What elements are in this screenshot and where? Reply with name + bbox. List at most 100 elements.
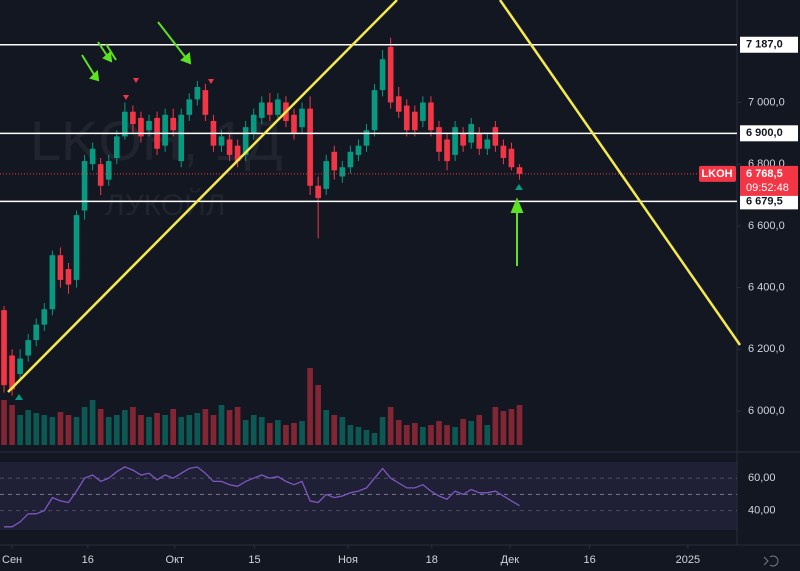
signals: [123, 78, 214, 100]
candle-body: [113, 136, 120, 159]
candle-body: [436, 127, 442, 152]
candle-body: [65, 269, 72, 285]
candle-body: [331, 151, 338, 171]
candle-body: [516, 167, 523, 174]
volume-bar: [138, 415, 144, 445]
volume-bar: [250, 415, 257, 445]
x-tick-label: Окт: [166, 554, 185, 566]
signal: [123, 95, 129, 100]
level-label-box: [740, 193, 798, 210]
volume-bar: [89, 400, 96, 445]
arrow-head: [102, 51, 113, 63]
candle-body: [81, 161, 88, 211]
candle-body: [492, 127, 499, 146]
volume-bar: [468, 421, 475, 445]
candle-body: [234, 145, 241, 162]
volume-bar: [81, 407, 88, 445]
candle-body: [291, 114, 297, 134]
volume-bar: [371, 433, 378, 445]
volume-bar: [218, 405, 225, 445]
volume-bar: [411, 423, 418, 445]
volume-bar: [1, 400, 7, 445]
volume-bar: [113, 415, 120, 445]
volume-bar: [291, 423, 297, 445]
volume-bar: [339, 417, 346, 445]
candle-body: [49, 255, 56, 310]
candle-body: [1, 310, 7, 386]
level-label-box: [740, 36, 798, 53]
candle-body: [57, 255, 64, 280]
candle-body: [186, 99, 193, 115]
volume-bar: [387, 407, 394, 445]
candle-body: [484, 139, 491, 149]
price-tag: [740, 165, 798, 196]
y-tick-label: 6 600,0: [748, 220, 785, 232]
volume-bar: [258, 417, 265, 445]
arrow: [157, 21, 187, 59]
volume-bar: [355, 427, 362, 445]
volume-bar: [9, 405, 15, 445]
arrow: [97, 41, 109, 58]
volume-bar: [315, 385, 321, 445]
arrow-head: [510, 197, 524, 213]
settings-icon[interactable]: [763, 555, 779, 567]
candle-body: [202, 90, 209, 115]
volume-bar: [379, 417, 386, 445]
volume-bar: [331, 415, 338, 445]
candle-body: [403, 105, 410, 131]
last-price-label: 6 768,5: [746, 168, 783, 180]
candle-body: [355, 145, 362, 155]
x-tick-label: Ноя: [338, 554, 358, 566]
candle-body: [242, 127, 249, 155]
candle-body: [428, 102, 434, 131]
volume-bar: [25, 410, 32, 445]
rsi-line: [4, 466, 520, 528]
level-label-box: [740, 125, 798, 142]
volume-bar: [476, 415, 483, 445]
x-tick-label: 2025: [676, 554, 700, 566]
level-label: 6 900,0: [746, 127, 783, 139]
candle-body: [258, 102, 265, 118]
x-tick-label: 16: [82, 554, 94, 566]
level-label: 6 679,5: [746, 195, 783, 207]
candle-body: [105, 161, 112, 180]
volume-bar: [57, 412, 64, 445]
x-tick-label: Сен: [2, 554, 22, 566]
rsi-tick-label: 40,00: [748, 504, 776, 516]
candle-body: [420, 102, 426, 121]
y-tick-label: 6 400,0: [748, 282, 785, 294]
volume-bar: [122, 410, 128, 445]
volume-bar: [154, 413, 160, 445]
volume-bar: [41, 415, 48, 445]
volume-bar: [73, 417, 80, 445]
candle-body: [444, 139, 450, 162]
arrows: [81, 21, 524, 266]
candle-body: [476, 133, 483, 149]
candle-body: [17, 358, 23, 375]
volume-bar: [226, 410, 233, 445]
volume-bar: [444, 425, 450, 445]
candle-body: [299, 108, 305, 128]
volume-bar: [508, 409, 515, 445]
candle-body: [130, 111, 136, 125]
symbol-tag: [699, 165, 736, 182]
candle-body: [250, 114, 257, 134]
arrow: [81, 54, 96, 77]
arrow-head: [89, 69, 100, 82]
candle-body: [411, 111, 418, 131]
candle-body: [371, 90, 378, 131]
volume-bar: [420, 427, 426, 445]
volume-bar: [267, 423, 273, 445]
candle-body: [363, 130, 370, 146]
level-label: 7 187,0: [746, 39, 783, 51]
volume-bar: [363, 430, 370, 445]
candle-body: [122, 111, 128, 137]
candle-body: [508, 148, 515, 168]
candle-body: [218, 136, 225, 146]
x-tick-label: 16: [583, 554, 595, 566]
volume-bar: [33, 413, 40, 445]
candle-body: [500, 145, 507, 159]
signal: [15, 394, 23, 400]
volume-bar: [105, 417, 112, 445]
candle-body: [315, 185, 321, 199]
